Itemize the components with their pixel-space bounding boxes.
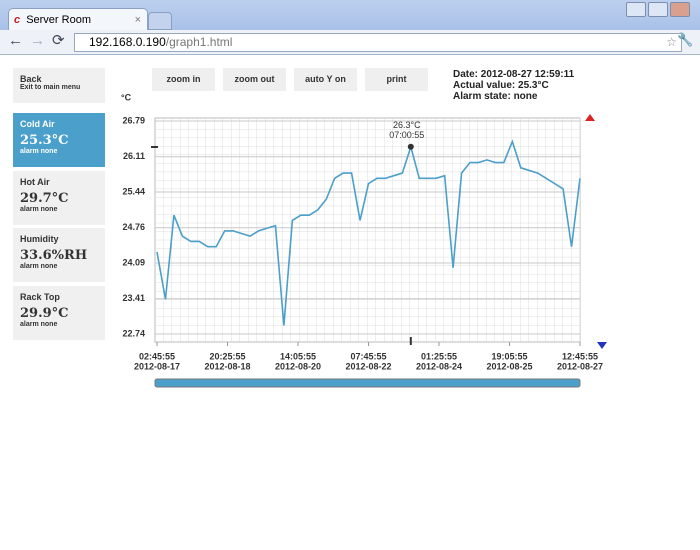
sensor-card[interactable]: Hot Air 29.7°C alarm none <box>13 170 105 225</box>
y-tick-label: 24.76 <box>122 222 145 232</box>
sensor-name: Humidity <box>20 234 59 244</box>
x-tick-time: 20:25:55 <box>209 351 245 361</box>
y-tick-label: 22.74 <box>122 328 145 338</box>
status-date: Date: 2012-08-27 12:59:11 <box>453 69 575 80</box>
maximize[interactable] <box>648 2 668 17</box>
x-tick-date: 2012-08-17 <box>134 361 180 371</box>
sensor-value: 25.3°C <box>20 133 69 148</box>
y-tick-label: 26.11 <box>123 151 145 161</box>
back-button[interactable]: ← <box>8 32 23 49</box>
back-link[interactable]: Back Exit to main menu <box>13 68 105 103</box>
minor-grid <box>155 118 580 342</box>
sensor-state: alarm none <box>20 320 58 328</box>
cursor-point <box>407 143 414 150</box>
forward-button[interactable]: → <box>30 32 45 49</box>
sensor-name: Cold Air <box>20 119 55 129</box>
x-tick-time: 12:45:55 <box>562 351 598 361</box>
toolbar-button[interactable]: print <box>365 68 428 91</box>
browser-tab[interactable]: c Server Room × <box>8 8 148 31</box>
x-scrollbar[interactable] <box>154 378 581 388</box>
y-unit: °C <box>121 92 132 102</box>
sensor-state: alarm none <box>20 148 58 155</box>
address-bar[interactable]: 192.168.0.190/graph1.html ☆ <box>74 33 682 52</box>
sensor-value: 29.7°C <box>20 190 69 206</box>
back-subtitle: Exit to main menu <box>20 84 81 91</box>
y-tick-label: 25.44 <box>122 186 145 196</box>
x-tick-time: 07:45:55 <box>350 351 386 361</box>
sensor-name: Hot Air <box>20 176 50 187</box>
reload-button[interactable]: ⟳ <box>52 32 65 49</box>
y-tick-label: 23.41 <box>122 293 145 303</box>
x-tick-date: 2012-08-22 <box>345 361 391 371</box>
sensor-value: 33.6%RH <box>20 248 88 263</box>
close[interactable] <box>670 2 690 17</box>
cursor-value: 26.3°C <box>393 120 421 130</box>
sensor-card[interactable]: Humidity 33.6%RH alarm none <box>13 228 105 282</box>
x-tick-date: 2012-08-25 <box>486 361 532 371</box>
minimize[interactable] <box>626 2 646 17</box>
data-line <box>156 139 581 326</box>
x-tick-date: 2012-08-18 <box>204 361 250 371</box>
x-tick-time: 19:05:55 <box>491 351 527 361</box>
tab-title: Server Room <box>26 14 91 26</box>
scroll-down[interactable] <box>597 342 607 349</box>
new-tab[interactable] <box>148 12 172 30</box>
toolbar-button[interactable]: zoom out <box>223 68 286 91</box>
sensor-card[interactable]: Rack Top 29.9°C alarm none <box>13 285 105 340</box>
toolbar-button[interactable]: auto Y on <box>294 68 357 91</box>
status-alarm: Alarm state: none <box>453 91 538 102</box>
sensor-card[interactable]: Cold Air 25.3°C alarm none <box>13 113 105 167</box>
x-tick-time: 02:45:55 <box>139 351 175 361</box>
status-actual: Actual value: 25.3°C <box>453 80 549 91</box>
nav-bar: ← → ⟳ 192.168.0.190/graph1.html ☆ 🔧 <box>0 30 700 55</box>
back-title: Back <box>20 74 42 84</box>
sensor-state: alarm none <box>20 263 58 270</box>
cursor-time: 07:00:55 <box>389 130 424 140</box>
y-tick-label: 24.09 <box>122 257 145 267</box>
toolbar-button[interactable]: zoom in <box>152 68 215 91</box>
x-tick-time: 01:25:55 <box>421 351 457 361</box>
sensor-value: 29.9°C <box>20 305 69 321</box>
sensor-name: Rack Top <box>20 291 60 302</box>
url-host: 192.168.0.190 <box>89 35 166 49</box>
scroll-up[interactable] <box>585 114 595 121</box>
x-tick-time: 14:05:55 <box>280 351 316 361</box>
url-path: /graph1.html <box>165 35 233 49</box>
x-tick-date: 2012-08-27 <box>557 361 603 371</box>
sensor-state: alarm none <box>20 205 58 213</box>
x-tick-date: 2012-08-20 <box>275 361 321 371</box>
x-tick-date: 2012-08-24 <box>416 361 462 371</box>
wrench-menu[interactable]: 🔧 <box>677 32 694 47</box>
y-tick-label: 26.79 <box>122 115 145 125</box>
